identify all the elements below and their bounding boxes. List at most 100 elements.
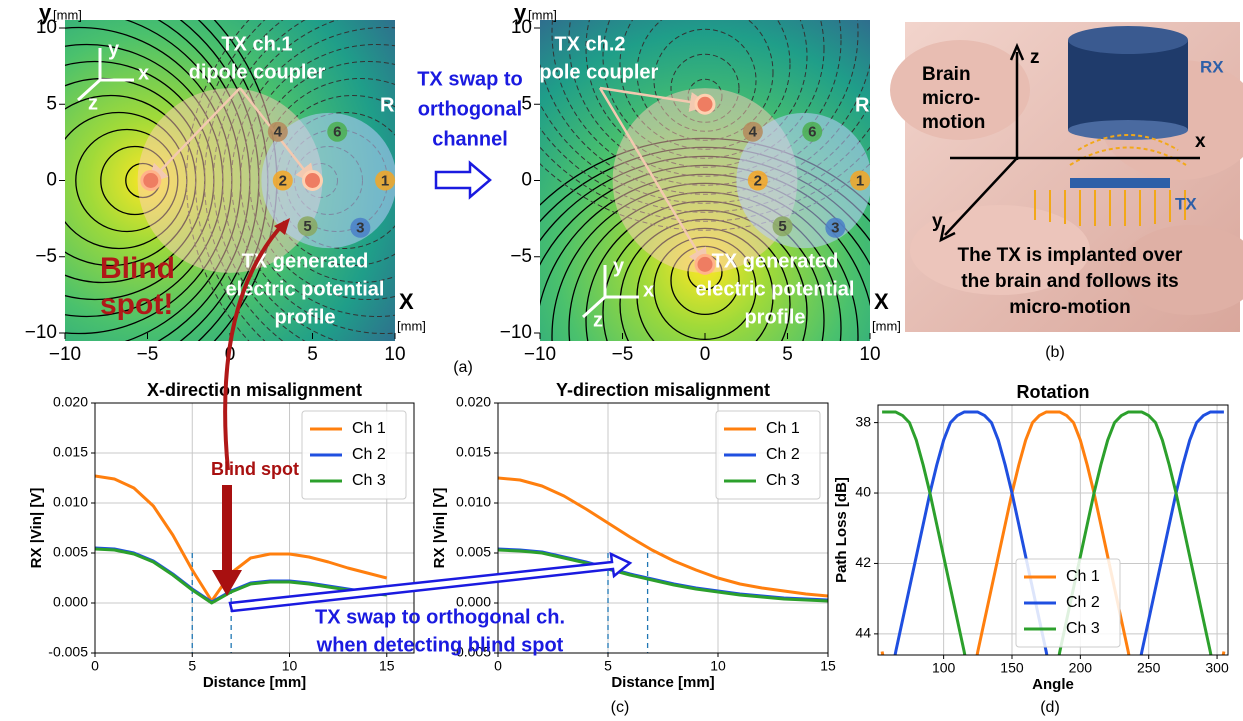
panel-b: z x y Brain micro- motion RX TX The TX i… xyxy=(890,22,1243,332)
x-axis-unit: [mm] xyxy=(397,318,426,333)
electrode-label: 1 xyxy=(381,172,389,189)
tx-label: dipole coupler xyxy=(522,61,659,83)
rx-top xyxy=(1068,26,1188,54)
x-tick-label: 150 xyxy=(1000,660,1024,676)
x-axis-label: X xyxy=(874,289,889,314)
y-axis-unit: [mm] xyxy=(53,7,82,22)
profile-label: profile xyxy=(274,306,335,328)
y-tick-label: -0.005 xyxy=(48,644,88,660)
tx-disc xyxy=(1070,178,1170,188)
tx-label: TX ch.2 xyxy=(554,33,625,55)
axis-label: z xyxy=(1030,47,1040,68)
legend-label: Ch 2 xyxy=(766,446,800,463)
rx-label: RX xyxy=(855,94,883,116)
legend-label: Ch 3 xyxy=(766,472,800,489)
electrode-label: 6 xyxy=(333,124,341,141)
y-tick-label: −5 xyxy=(35,246,57,267)
brain-label: micro- xyxy=(922,88,980,109)
y-tick-label: 0.020 xyxy=(53,394,88,410)
legend: Ch 1Ch 2Ch 3 xyxy=(1016,559,1120,647)
y-axis-label: RX |Vin| [V] xyxy=(28,488,45,569)
y-tick-label: 44 xyxy=(855,625,871,641)
brain-label: motion xyxy=(922,112,985,133)
electrode-label: 5 xyxy=(303,218,311,235)
profile-label: TX generated xyxy=(712,250,839,272)
y-tick-label: 5 xyxy=(521,93,532,114)
x-tick-label: 0 xyxy=(700,344,711,365)
x-axis-label: Angle xyxy=(1032,676,1074,693)
profile-label: profile xyxy=(744,306,805,328)
chart-title: Rotation xyxy=(1017,382,1090,402)
tx-label: TX xyxy=(1175,194,1197,213)
electrode-label: 2 xyxy=(279,172,287,189)
y-tick-label: 0.005 xyxy=(456,544,491,560)
panel-label: (c) xyxy=(611,699,630,716)
x-tick-label: 5 xyxy=(188,658,196,674)
tx-dot xyxy=(696,95,714,113)
x-tick-label: 10 xyxy=(710,658,726,674)
x-tick-label: 15 xyxy=(379,658,395,674)
y-tick-label: 0 xyxy=(46,170,57,191)
blind-spot-label: Blind spot xyxy=(211,459,299,479)
y-tick-label: 5 xyxy=(46,93,57,114)
caption: the brain and follows its xyxy=(961,271,1178,292)
legend-label: Ch 1 xyxy=(352,420,386,437)
y-tick-label: 0.015 xyxy=(456,444,491,460)
y-axis-label: y xyxy=(514,0,527,25)
panel-label: (d) xyxy=(1040,699,1060,716)
electrode-label: 3 xyxy=(831,220,839,237)
chart-title: Y-direction misalignment xyxy=(556,380,770,400)
x-tick-label: 10 xyxy=(384,344,405,365)
electrode-label: 4 xyxy=(274,124,283,141)
electrode-label: 2 xyxy=(754,172,762,189)
x-tick-label: 300 xyxy=(1205,660,1229,676)
legend: Ch 1 Ch 2 Ch 3 xyxy=(716,411,820,499)
triad-label: z xyxy=(88,92,98,114)
x-tick-label: 15 xyxy=(820,658,836,674)
x-tick-label: 100 xyxy=(932,660,956,676)
triad-label: x xyxy=(643,279,654,301)
x-tick-label: 0 xyxy=(494,658,502,674)
y-tick-label: 40 xyxy=(855,484,871,500)
caption: The TX is implanted over xyxy=(958,245,1183,266)
y-tick-label: 0.020 xyxy=(456,394,491,410)
y-tick-label: −10 xyxy=(500,322,532,343)
tx-dot xyxy=(304,172,322,190)
triad-label: y xyxy=(613,255,625,277)
x-tick-label: −10 xyxy=(524,344,556,365)
triad-label: y xyxy=(108,38,120,60)
triad-label: z xyxy=(593,309,603,331)
electrode-label: 5 xyxy=(778,218,786,235)
line-chart: 38404244100150200250300RotationAnglePath… xyxy=(833,382,1229,693)
y-axis-label: Path Loss [dB] xyxy=(833,477,850,583)
x-tick-label: 5 xyxy=(782,344,793,365)
y-tick-label: 0.015 xyxy=(53,444,88,460)
x-axis-label: Distance [mm] xyxy=(611,674,714,691)
rx-label: RX xyxy=(380,94,408,116)
y-axis-label: y xyxy=(39,0,52,25)
y-tick-label: 0.010 xyxy=(53,494,88,510)
rx-label: RX xyxy=(1200,57,1224,76)
y-tick-label: 0.010 xyxy=(456,494,491,510)
x-tick-label: 10 xyxy=(859,344,880,365)
electrode-label: 4 xyxy=(749,124,758,141)
x-axis-unit: [mm] xyxy=(872,318,901,333)
swap-arrow-group: TX swap to orthogonal channel xyxy=(417,68,523,197)
legend-label: Ch 1 xyxy=(766,420,800,437)
y-tick-label: 0 xyxy=(521,170,532,191)
triad-label: x xyxy=(138,62,149,84)
caption: micro-motion xyxy=(1009,297,1130,318)
y-tick-label: 38 xyxy=(855,413,871,429)
legend-label: Ch 2 xyxy=(352,446,386,463)
y-tick-label: −10 xyxy=(25,322,57,343)
figure: TX swap to orthogonal channel z x y Brai… xyxy=(0,0,1243,721)
legend-label: Ch 1 xyxy=(1066,568,1100,585)
legend-label: Ch 3 xyxy=(352,472,386,489)
coupler xyxy=(142,172,160,190)
blind-spot-annotation: Blind xyxy=(100,252,175,285)
x-tick-label: 0 xyxy=(91,658,99,674)
swap-label: channel xyxy=(432,128,508,150)
y-tick-label: 0.005 xyxy=(53,544,88,560)
blind-spot-annotation: spot! xyxy=(100,288,173,321)
brain-label: Brain xyxy=(922,64,971,85)
